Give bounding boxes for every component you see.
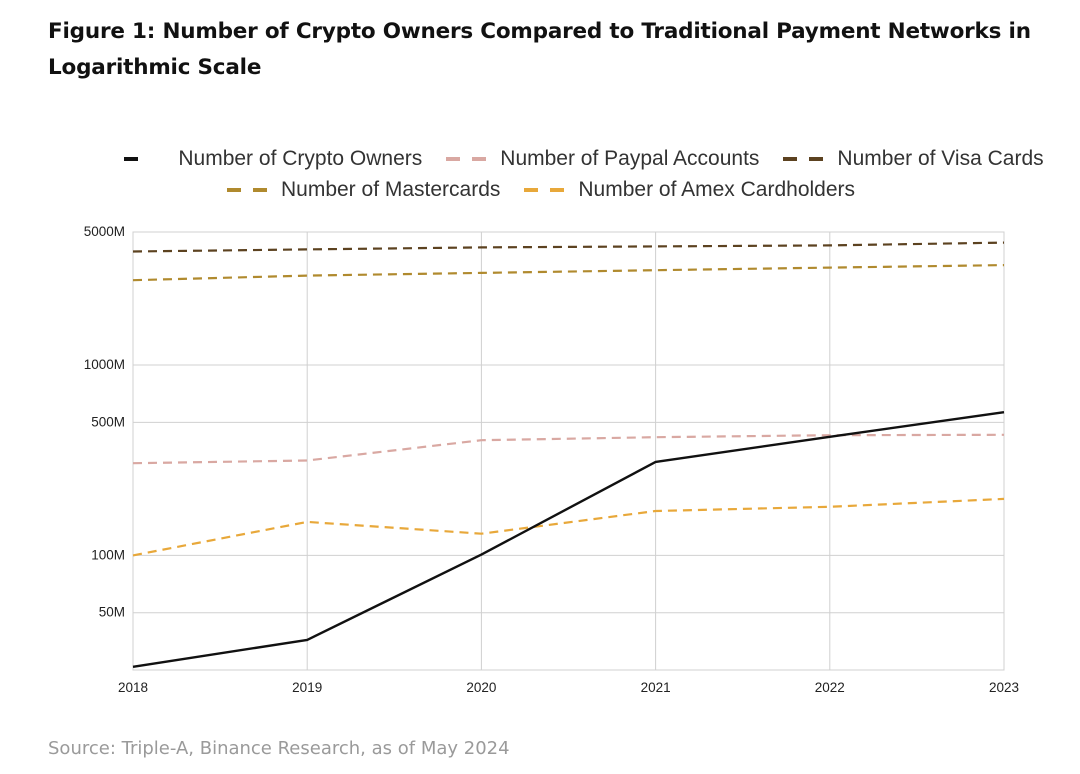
legend-item-paypal: Number of Paypal Accounts [444,147,759,171]
series-line-visa [132,241,1005,253]
legend-swatch-mastercard [225,183,271,197]
legend-label-mastercard: Number of Mastercards [280,177,501,201]
point-paypal-2021 [654,435,658,439]
point-amex-2021 [654,509,658,513]
legend-label-crypto: Number of Crypto Owners [178,146,423,170]
source-note: Source: Triple-A, Binance Research, as o… [48,738,510,759]
y-tick-label-2: 500M [91,414,125,429]
x-tick-label-3: 2021 [641,680,671,695]
x-tick-label-2: 2020 [466,680,496,695]
plot-area [132,231,1005,671]
legend-label-visa: Number of Visa Cards [837,146,1044,170]
point-mastercard-2018 [131,278,135,282]
point-mastercard-2021 [654,268,658,272]
x-tick-label-0: 2018 [118,680,148,695]
series-line-amex [132,497,1005,557]
y-tick-label-3: 100M [91,547,125,562]
legend-row-2: Number of Mastercards Number of Amex Car… [0,174,1080,205]
legend-item-visa: Number of Visa Cards [781,146,1044,171]
point-amex-2019 [305,520,309,524]
point-visa-2018 [131,249,135,253]
point-amex-2022 [828,505,832,509]
legend-swatch-amex [522,183,568,197]
legend-swatch-crypto [122,152,168,166]
point-mastercard-2019 [305,274,309,278]
legend-label-paypal: Number of Paypal Accounts [500,146,760,170]
legend-item-crypto: Number of Crypto Owners [122,147,422,171]
legend-row-1: Number of Crypto Owners Number of Paypal… [0,143,1080,174]
point-crypto-2021 [654,460,658,464]
point-visa-2020 [479,245,483,249]
legend: Number of Crypto Owners Number of Paypal… [0,143,1080,205]
point-crypto-2020 [479,553,483,557]
legend-label-amex: Number of Amex Cardholders [578,177,856,201]
point-crypto-2023 [1002,410,1006,414]
series-line-mastercard [132,264,1005,282]
x-tick-label-5: 2023 [989,680,1019,695]
legend-swatch-paypal [444,152,490,166]
y-tick-label-4: 50M [99,605,125,620]
series-line-paypal [132,433,1005,465]
point-crypto-2018 [131,665,135,669]
x-tick-label-4: 2022 [815,680,845,695]
point-crypto-2019 [305,638,309,642]
point-amex-2023 [1002,497,1006,501]
x-tick-label-1: 2019 [292,680,322,695]
legend-item-mastercard: Number of Mastercards [225,178,500,202]
point-mastercard-2020 [479,271,483,275]
point-crypto-2022 [828,435,832,439]
y-tick-label-1: 1000M [84,357,125,372]
point-visa-2023 [1002,241,1006,245]
point-paypal-2020 [479,438,483,442]
point-visa-2021 [654,244,658,248]
point-visa-2022 [828,243,832,247]
series-line-crypto [132,411,1005,668]
point-paypal-2023 [1002,433,1006,437]
point-mastercard-2023 [1002,263,1006,267]
legend-item-amex: Number of Amex Cardholders [522,178,855,202]
y-tick-label-0: 5000M [84,224,125,239]
point-amex-2018 [131,553,135,557]
legend-swatch-visa [781,152,827,166]
point-mastercard-2022 [828,266,832,270]
chart-title: Figure 1: Number of Crypto Owners Compar… [48,19,1031,80]
point-paypal-2019 [305,459,309,463]
point-paypal-2018 [131,461,135,465]
point-visa-2019 [305,247,309,251]
point-amex-2020 [479,532,483,536]
